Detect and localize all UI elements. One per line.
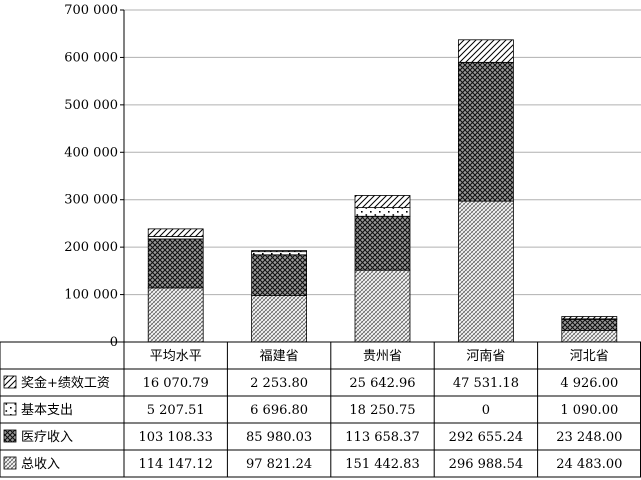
- bar-segment: [354, 269, 411, 343]
- y-tick-label: 100 000: [64, 288, 118, 303]
- data-label: 292 655.24: [449, 430, 523, 445]
- bar-segment: [251, 250, 308, 253]
- legend-swatch: [3, 429, 17, 443]
- category-label: 福建省: [260, 349, 299, 364]
- series-name: 总收入: [21, 457, 60, 472]
- y-tick-label: 600 000: [64, 50, 118, 65]
- bar-segment: [354, 195, 411, 209]
- data-label: 151 442.83: [345, 457, 419, 472]
- legend-swatch: [3, 402, 17, 416]
- category-label: 河南省: [466, 348, 505, 364]
- data-label: 24 483.00: [556, 457, 622, 472]
- data-label: 5 207.51: [147, 403, 205, 418]
- data-label: 103 108.33: [138, 430, 212, 445]
- category-label: 平均水平: [150, 349, 202, 364]
- category-label: 河北省: [570, 349, 609, 364]
- y-tick-label: 400 000: [64, 145, 118, 160]
- bar-segment: [457, 61, 514, 202]
- y-tick-label: 300 000: [64, 193, 118, 208]
- data-label: 6 696.80: [250, 403, 308, 418]
- data-label: 296 988.54: [449, 457, 523, 472]
- bars: [147, 39, 618, 343]
- bar-segment: [561, 329, 618, 343]
- bar-segment: [147, 228, 204, 237]
- series-name: 基本支出: [21, 403, 73, 418]
- data-label: 16 070.79: [143, 376, 209, 391]
- axes: [120, 9, 125, 343]
- bar-segment: [354, 215, 411, 271]
- legend-swatch: [3, 456, 17, 470]
- bar-segment: [354, 207, 411, 217]
- bar-segment: [147, 287, 204, 343]
- y-tick-label: 200 000: [64, 240, 118, 255]
- series-name: 医疗收入: [21, 430, 73, 445]
- data-label: 4 926.00: [560, 376, 618, 391]
- data-label: 1 090.00: [560, 403, 618, 418]
- data-label: 0: [482, 403, 490, 418]
- category-label: 贵州省: [363, 349, 402, 364]
- data-label: 85 980.03: [246, 430, 312, 445]
- legend-swatch: [3, 375, 17, 389]
- data-label: 47 531.18: [453, 376, 519, 391]
- data-label: 18 250.75: [349, 403, 415, 418]
- bar-segment: [561, 318, 618, 331]
- bar-segment: [457, 200, 514, 343]
- bar-segment: [457, 39, 514, 63]
- data-label: 113 658.37: [345, 430, 419, 445]
- bar-segment: [251, 251, 308, 256]
- bar-segment: [251, 295, 308, 343]
- bar-segment: [251, 254, 308, 297]
- data-label: 23 248.00: [556, 430, 622, 445]
- data-label: 25 642.96: [349, 376, 415, 391]
- data-label: 114 147.12: [138, 457, 212, 472]
- y-tick-label: 700 000: [64, 3, 118, 18]
- data-label: 2 253.80: [250, 376, 308, 391]
- y-tick-label: 500 000: [64, 98, 118, 113]
- series-name: 奖金+绩效工资: [21, 375, 110, 391]
- bar-segment: [147, 238, 204, 289]
- data-label: 97 821.24: [246, 457, 312, 472]
- bar-segment: [561, 316, 618, 320]
